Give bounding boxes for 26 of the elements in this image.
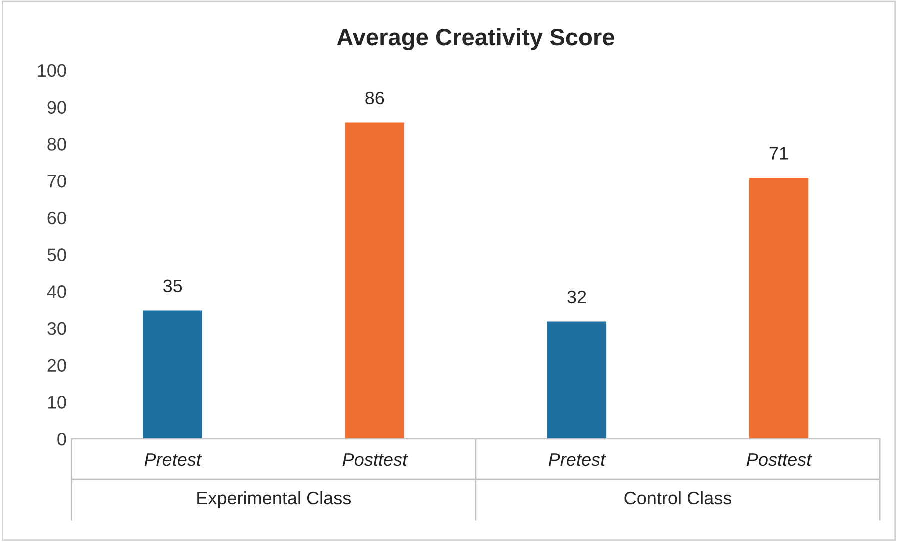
y-tick-label: 50 — [48, 248, 66, 262]
y-tick-label: 70 — [48, 174, 66, 188]
y-tick-label: 90 — [48, 101, 66, 114]
x-tick-label: Pretest — [144, 454, 202, 466]
bar — [344, 121, 406, 440]
y-tick-label: 30 — [48, 322, 66, 336]
data-label: 32 — [568, 290, 586, 304]
y-tick-label: 80 — [48, 138, 66, 151]
bar — [748, 176, 810, 440]
y-tick-label: 60 — [48, 212, 66, 225]
y-tick-label: 40 — [47, 286, 66, 298]
data-label: 86 — [366, 92, 384, 105]
text: Control Class — [624, 491, 732, 505]
y-tick-label: 20 — [48, 359, 66, 372]
chart-title: Average Creativity Score — [337, 28, 614, 50]
y-tick-label: 100 — [38, 64, 66, 78]
data-label: 71 — [770, 147, 788, 160]
x-tick-label: Pretest — [548, 454, 606, 466]
y-tick-label: 0 — [58, 432, 66, 446]
bar — [142, 309, 204, 440]
bar — [546, 320, 608, 440]
data-label: 35 — [164, 280, 182, 293]
y-tick-label: 10 — [48, 396, 66, 409]
x-tick-label: Posttest — [746, 454, 812, 466]
x-tick-label: Posttest — [342, 454, 408, 466]
text: Experimental Class — [198, 491, 352, 508]
